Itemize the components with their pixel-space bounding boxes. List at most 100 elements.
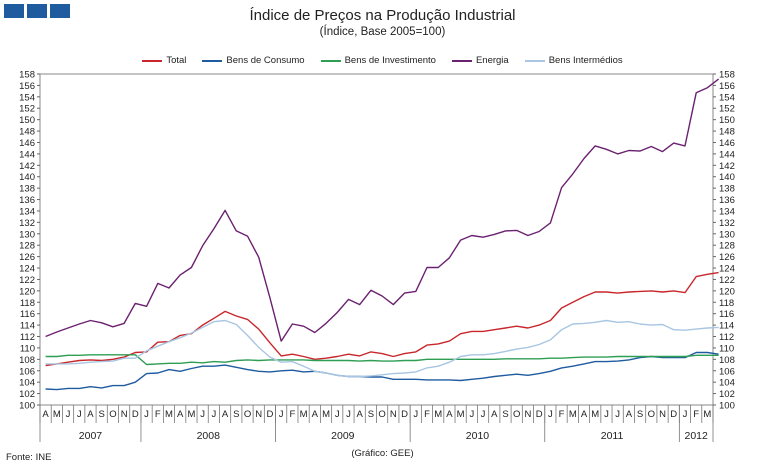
logo-block [50,4,70,18]
x-month-label: S [502,409,508,420]
plot-frame [39,73,714,406]
y-tick-label-left: 130 [19,229,35,240]
x-year-label: 2008 [197,430,221,442]
legend-label: Bens de Investimento [344,55,436,66]
y-tick-label-left: 142 [19,161,35,172]
x-month-label: F [693,409,699,420]
x-month-label: J [683,409,688,420]
x-month-label: S [637,409,643,420]
x-month-label: M [434,409,442,420]
x-month-label: D [132,409,139,420]
legend-item: Bens Intermédios [524,55,623,66]
y-tick-label-right: 102 [719,389,735,400]
x-month-label: O [378,409,385,420]
legend-label: Total [166,55,187,66]
series-line-bens-intermedios [45,319,719,378]
x-month-label: J [481,409,486,420]
legend-swatch [451,59,472,62]
x-year-label: 2007 [79,430,103,442]
series-line-energia [45,78,720,342]
x-month-label: A [357,409,364,420]
series-line-bens-de-consumo [45,351,719,391]
y-tick-label-right: 108 [719,355,735,366]
y-tick-label-left: 144 [19,149,35,160]
series-line-bens-de-investimento [45,354,719,366]
x-month-label: O [648,409,655,420]
x-month-label: F [289,409,295,420]
x-month-label: J [200,409,205,420]
y-tick-label-left: 154 [19,92,35,103]
x-month-label: N [659,409,666,420]
x-month-label: O [109,409,116,420]
legend-item: Bens de Consumo [202,55,305,66]
y-tick-label-left: 100 [19,401,35,412]
x-month-label: N [524,409,531,420]
y-tick-label-left: 138 [19,184,35,195]
y-tick-label-right: 124 [719,264,735,275]
y-tick-label-right: 132 [719,218,735,229]
legend-label: Energia [475,55,509,66]
y-tick-label-right: 122 [719,275,735,286]
x-month-label: F [559,409,565,420]
x-month-label: J [77,409,82,420]
x-month-label: A [626,409,633,420]
y-tick-label-right: 138 [719,184,735,195]
x-month-label: N [390,409,397,420]
y-tick-label-left: 110 [20,343,35,354]
x-month-label: A [222,409,229,420]
y-tick-label-right: 158 [719,70,735,81]
x-month-label: A [491,409,498,420]
y-tick-label-left: 126 [19,252,35,263]
x-month-label: J [279,409,284,420]
x-month-label: O [513,409,520,420]
y-tick-label-right: 100 [719,401,735,412]
legend-label: Bens Intermédios [548,55,623,66]
chart-credit: (Gráfico: GEE) [351,448,414,459]
x-month-label: M [322,409,330,420]
x-month-label: J [548,409,553,420]
y-tick-label-right: 110 [719,343,734,354]
gee-logo [4,4,70,18]
y-tick-label-left: 148 [19,127,35,138]
x-month-label: J [604,409,609,420]
y-tick-label-right: 146 [719,138,735,149]
y-tick-label-left: 116 [20,309,35,320]
x-month-label: S [99,409,105,420]
y-tick-label-left: 112 [20,332,35,343]
y-tick-label-right: 150 [719,115,735,126]
y-tick-label-left: 152 [19,104,35,115]
x-month-label: J [66,409,71,420]
y-tick-label-left: 108 [19,355,35,366]
x-month-label: J [413,409,418,420]
x-month-label: A [312,409,319,420]
y-tick-label-right: 148 [719,127,735,138]
y-tick-label-right: 134 [719,206,735,217]
y-tick-label-right: 116 [719,309,734,320]
source-note: Fonte: INE [6,452,52,463]
y-tick-label-right: 112 [719,332,734,343]
y-tick-label-left: 134 [19,206,35,217]
logo-block [27,4,47,18]
x-month-label: M [457,409,465,420]
y-tick-label-left: 114 [20,321,35,332]
x-month-label: M [703,409,711,420]
x-month-label: J [615,409,620,420]
x-month-label: M [591,409,599,420]
x-month-label: D [670,409,677,420]
y-tick-label-right: 142 [719,161,735,172]
x-month-label: M [300,409,308,420]
legend-item: Energia [451,55,509,66]
y-tick-label-left: 132 [19,218,35,229]
y-tick-label-left: 146 [19,138,35,149]
y-tick-label-left: 158 [19,70,35,81]
x-month-label: J [346,409,351,420]
x-year-label: 2009 [331,430,355,442]
legend-item: Total [142,55,186,66]
y-tick-label-right: 140 [719,172,735,183]
legend-label: Bens de Consumo [226,55,305,66]
x-month-label: J [469,409,474,420]
y-tick-label-left: 124 [19,264,35,275]
y-tick-label-left: 150 [19,115,35,126]
x-year-label: 2010 [466,430,490,442]
